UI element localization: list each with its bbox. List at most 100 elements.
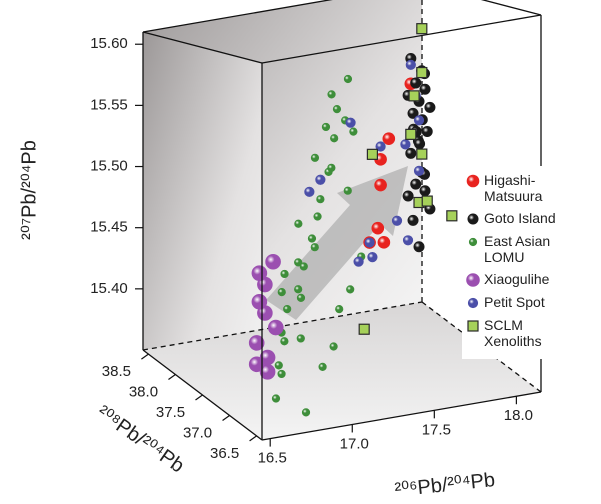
z-tick-label: 37.5 [156,404,185,421]
point [301,408,311,417]
point [364,237,375,248]
legend-label: East Asian LOMU [484,233,551,265]
point [419,185,431,197]
point [251,293,268,310]
point [391,215,403,226]
point [330,134,339,143]
x-tick-label: 16.5 [258,450,287,467]
point [283,304,292,314]
z-tick-label: 37.0 [183,424,212,441]
point [467,297,479,309]
point [294,219,303,228]
point [280,337,289,346]
point [467,320,479,332]
points [248,23,458,417]
point [413,165,425,176]
point [251,265,268,281]
tick-mark [141,353,149,360]
point [407,214,419,226]
point [315,174,326,185]
point [419,83,431,95]
point [421,195,433,207]
legend-item: Xiaogulihe [462,271,586,288]
point [346,285,355,294]
point [277,288,286,297]
z-tick-label: 38.5 [102,363,131,380]
point [321,122,331,132]
point [349,127,358,136]
y-tick-label: 15.50 [90,158,128,175]
legend-label: SCLM Xenoliths [484,317,542,349]
x-tick-label: 17.0 [340,435,369,452]
point [468,237,478,247]
point [413,241,425,253]
point [310,153,320,162]
legend-marker [466,174,480,188]
point [267,319,284,336]
legend-marker [467,297,479,309]
legend-item: SCLM Xenoliths [462,317,586,349]
point [277,369,286,379]
point [377,236,391,249]
point [374,178,387,192]
point [299,262,308,271]
point [382,132,396,145]
point [424,101,436,113]
z-tick-label: 36.5 [210,445,239,462]
point [375,141,386,152]
point [466,174,480,188]
point [407,107,419,119]
legend-marker [468,237,478,247]
point [304,186,315,197]
point [310,243,319,252]
point [265,253,281,270]
point [408,90,420,102]
legend-label: Xiaogulihe [484,271,550,287]
floor [143,302,541,440]
point [366,148,378,160]
box-edge [480,0,542,16]
box [142,0,542,440]
point [296,334,305,343]
y-tick-label: 15.45 [90,219,128,236]
y-tick-label: 15.55 [90,96,128,113]
box-edge [261,391,542,441]
y-axis-title: ²⁰⁷Pb/²⁰⁴Pb [18,140,40,240]
point [296,293,306,302]
point [294,258,303,267]
point [416,23,428,35]
legend-label: Higashi-Matsuura [484,172,543,204]
point [402,190,414,202]
legend-item: Higashi-Matsuura [462,172,586,204]
point [405,59,416,70]
point [307,234,317,243]
legend-marker [467,213,479,225]
legend-item: East Asian LOMU [462,233,586,265]
point [410,77,422,89]
y-tick-label: 15.40 [90,280,128,297]
tick-mark [195,394,203,401]
point [318,362,327,371]
box-edge [261,14,542,64]
point [466,273,480,287]
legend-label: Petit Spot [484,294,545,310]
point [335,305,344,314]
point [327,163,336,172]
point [345,117,356,128]
point [329,342,338,351]
y-tick-label: 15.60 [90,35,128,52]
legend: Higashi-Matsuura Goto Island East Asian LO… [462,166,586,359]
legend-item: Goto Island [462,210,586,227]
point [316,195,325,204]
point [400,139,411,150]
tick-mark [249,435,257,442]
point [313,212,322,221]
box-edge [142,31,263,64]
point [367,252,378,263]
point [248,335,265,351]
point [343,74,353,84]
legend-item: Petit Spot [462,294,586,311]
point [353,256,364,267]
